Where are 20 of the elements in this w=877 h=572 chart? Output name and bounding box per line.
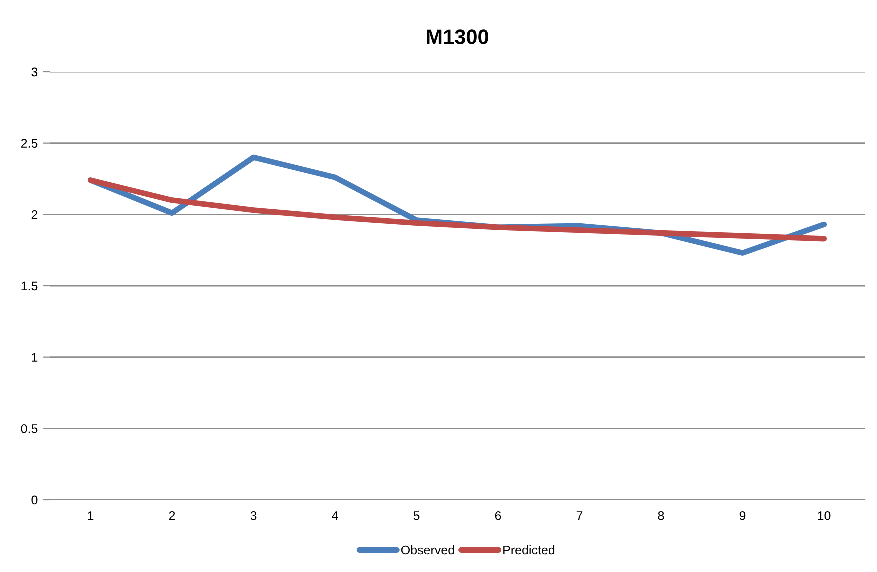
y-tick-label: 1 [32, 353, 38, 362]
x-tick-label: 1 [88, 512, 94, 520]
x-tick-label: 10 [818, 511, 831, 520]
legend-label: Predicted [504, 545, 555, 555]
legend-label: Observed [401, 545, 454, 555]
y-tick-label: 1.5 [22, 282, 38, 291]
x-tick-label: 7 [576, 512, 583, 520]
y-tick-label: 2.5 [21, 139, 38, 148]
x-tick-label: 8 [658, 511, 664, 520]
y-tick-label: 0 [32, 496, 38, 505]
y-tick-label: 2 [32, 210, 38, 220]
y-tick-label: 3 [32, 68, 38, 77]
x-tick-label: 9 [740, 511, 746, 520]
chart-title: M1300 [427, 30, 488, 44]
y-tick-label: 0.5 [21, 424, 38, 434]
x-tick-label: 4 [332, 512, 338, 520]
x-tick-label: 6 [495, 511, 502, 520]
x-tick-label: 5 [414, 512, 420, 520]
x-tick-label: 2 [169, 511, 176, 520]
x-tick-label: 3 [250, 511, 257, 520]
